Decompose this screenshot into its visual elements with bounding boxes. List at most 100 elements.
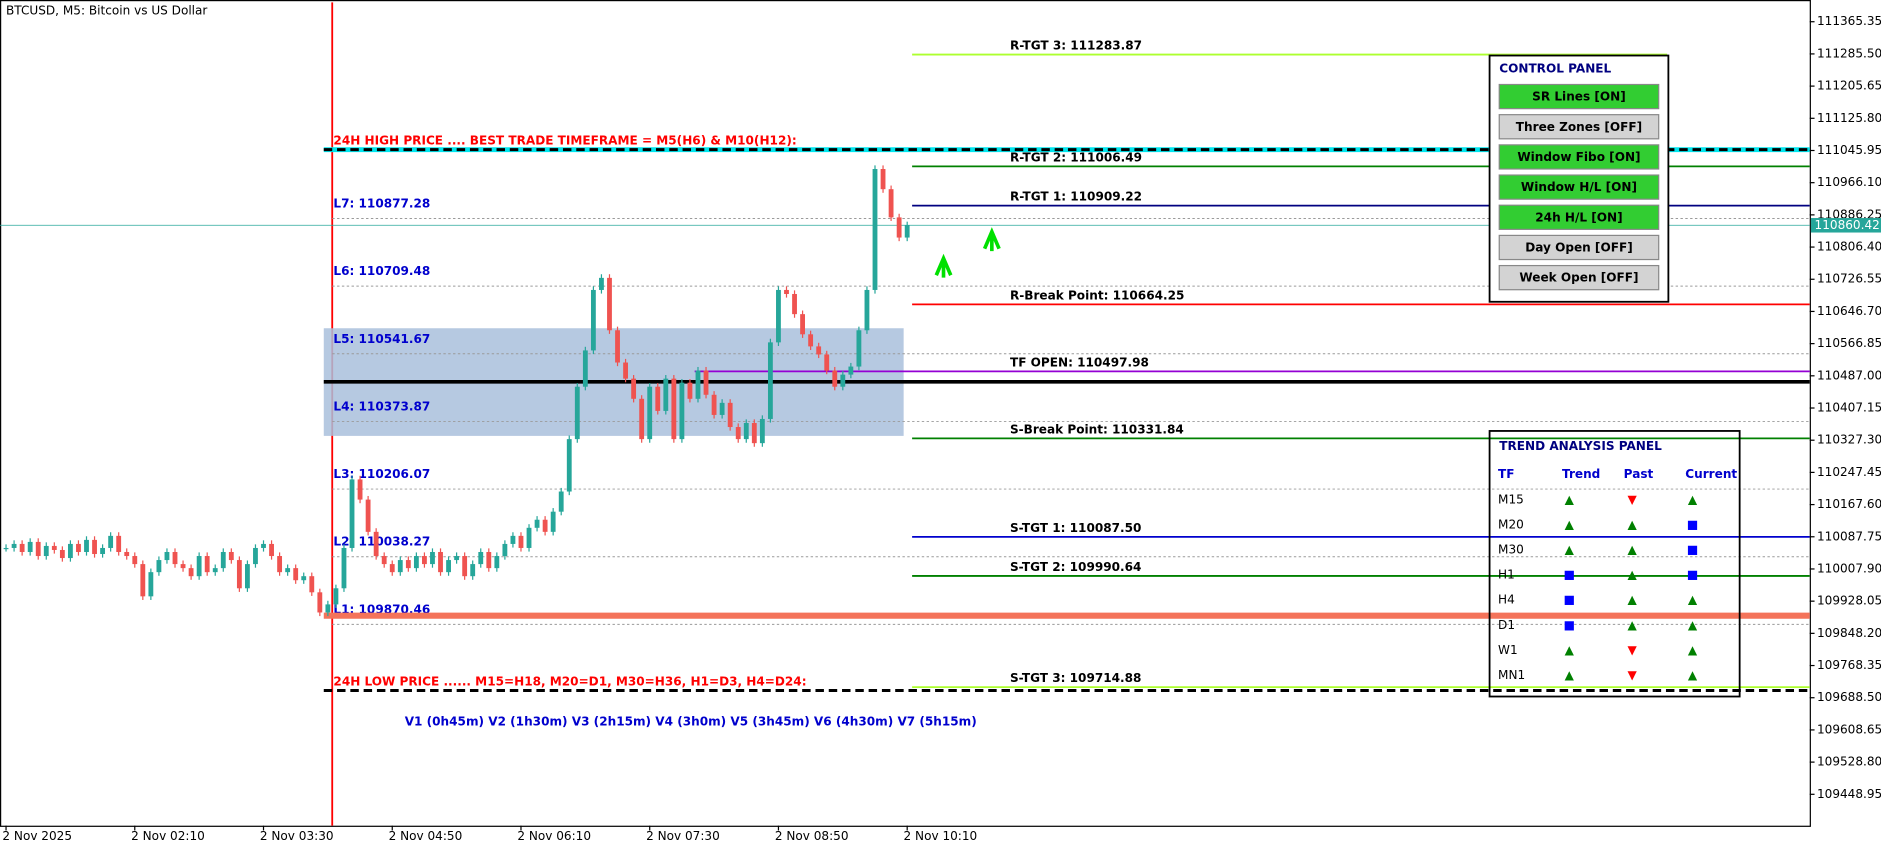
candle xyxy=(470,564,476,577)
candle xyxy=(542,519,548,532)
candle xyxy=(687,382,693,399)
y-tick-label: 110327.30 xyxy=(1817,433,1881,447)
candle xyxy=(413,556,419,569)
current-price-label: 110860.42 xyxy=(1815,218,1880,232)
toggle-button[interactable] xyxy=(1498,114,1660,140)
candle xyxy=(245,564,250,589)
candle xyxy=(695,370,701,399)
x-tick-label: 2 Nov 07:30 xyxy=(646,829,720,843)
toggle-button-label[interactable]: Day Open [OFF] xyxy=(1525,241,1633,255)
candle xyxy=(590,289,596,351)
candle xyxy=(188,568,194,577)
fib-level-label: L7: 110877.28 xyxy=(333,197,430,211)
trend-panel xyxy=(1488,430,1741,698)
trend-signal: ■ xyxy=(1687,568,1698,582)
candle xyxy=(357,479,363,500)
y-tick-label: 109688.50 xyxy=(1817,690,1881,704)
toggle-button-label[interactable]: 24h H/L [ON] xyxy=(1535,210,1622,224)
candle xyxy=(196,556,202,577)
candle xyxy=(607,277,612,331)
candle xyxy=(11,543,17,548)
candle xyxy=(735,427,741,440)
candle xyxy=(100,547,106,555)
target-level-label: S-Break Point: 110331.84 xyxy=(1010,422,1184,436)
candle xyxy=(253,547,258,565)
candle xyxy=(510,535,516,544)
target-level-label: R-TGT 3: 111283.87 xyxy=(1010,39,1142,53)
candle xyxy=(655,386,661,411)
candle xyxy=(679,382,685,440)
trend-signal: ■ xyxy=(1564,568,1575,582)
trend-timeframe: M30 xyxy=(1498,542,1524,556)
candle xyxy=(124,551,130,557)
candle xyxy=(116,535,122,552)
y-tick-label: 110566.85 xyxy=(1817,336,1881,350)
toggle-button-label[interactable]: Window Fibo [ON] xyxy=(1517,150,1640,164)
candle xyxy=(349,479,355,548)
candle xyxy=(373,531,379,557)
candle xyxy=(180,564,186,569)
candle xyxy=(550,511,556,532)
candle xyxy=(220,551,226,569)
candle xyxy=(261,543,266,548)
trend-signal: ▲ xyxy=(1688,668,1698,682)
candle xyxy=(228,551,234,561)
candle xyxy=(599,277,604,290)
trend-signal: ▲ xyxy=(1565,542,1575,556)
toggle-button[interactable] xyxy=(1498,144,1660,170)
trend-signal: ■ xyxy=(1564,593,1575,607)
candle xyxy=(574,386,580,440)
candle xyxy=(526,527,532,548)
candle xyxy=(663,378,669,411)
candle xyxy=(51,545,57,550)
x-tick-label: 2 Nov 08:50 xyxy=(775,829,849,843)
candle xyxy=(27,541,33,552)
candle xyxy=(405,560,411,569)
candle xyxy=(824,354,830,371)
fib-level-label: L5: 110541.67 xyxy=(333,332,430,346)
buy-arrow xyxy=(934,253,953,278)
candle xyxy=(486,551,492,569)
candle xyxy=(236,560,242,589)
candle xyxy=(518,535,524,548)
trend-signal: ▲ xyxy=(1627,517,1637,531)
candle xyxy=(864,289,870,331)
trend-signal: ▲ xyxy=(1627,593,1637,607)
candle xyxy=(76,543,81,552)
candle xyxy=(703,370,709,395)
candle xyxy=(454,556,460,561)
candle xyxy=(92,539,97,555)
toggle-button-label[interactable]: Window H/L [ON] xyxy=(1521,180,1637,194)
candle xyxy=(896,217,902,238)
candle xyxy=(808,334,814,347)
x-tick-label: 2 Nov 2025 xyxy=(2,829,72,843)
toggle-button[interactable] xyxy=(1498,204,1660,230)
fib-level-label: L4: 110373.87 xyxy=(333,399,430,413)
low-24h-label: 24H LOW PRICE ...... M15=H18, M20=D1, M3… xyxy=(333,675,806,689)
y-tick-label: 111285.50 xyxy=(1817,46,1881,60)
candle xyxy=(671,378,677,440)
toggle-button-label[interactable]: SR Lines [ON] xyxy=(1532,90,1626,104)
toggle-button[interactable] xyxy=(1498,83,1660,110)
trend-signal: ■ xyxy=(1687,517,1698,531)
fib-level-label: L6: 110709.48 xyxy=(333,264,430,278)
toggle-button-label[interactable]: Week Open [OFF] xyxy=(1519,271,1638,285)
y-tick-label: 110087.75 xyxy=(1817,529,1881,543)
toggle-button[interactable] xyxy=(1498,264,1660,291)
target-level-label: S-TGT 3: 109714.88 xyxy=(1010,671,1141,685)
toggle-button[interactable] xyxy=(1498,234,1660,261)
x-tick-label: 2 Nov 04:50 xyxy=(389,829,463,843)
candle xyxy=(438,551,443,573)
candle xyxy=(35,541,41,557)
candle xyxy=(623,362,628,379)
trend-timeframe: H1 xyxy=(1498,568,1515,582)
candle xyxy=(647,386,653,440)
candle xyxy=(800,314,806,335)
candle xyxy=(19,543,25,552)
trend-signal: ■ xyxy=(1564,618,1575,632)
toggle-button[interactable] xyxy=(1498,174,1660,200)
y-tick-label: 110007.90 xyxy=(1817,561,1881,575)
trend-signal: ▲ xyxy=(1688,618,1698,632)
toggle-button-label[interactable]: Three Zones [OFF] xyxy=(1516,120,1642,134)
